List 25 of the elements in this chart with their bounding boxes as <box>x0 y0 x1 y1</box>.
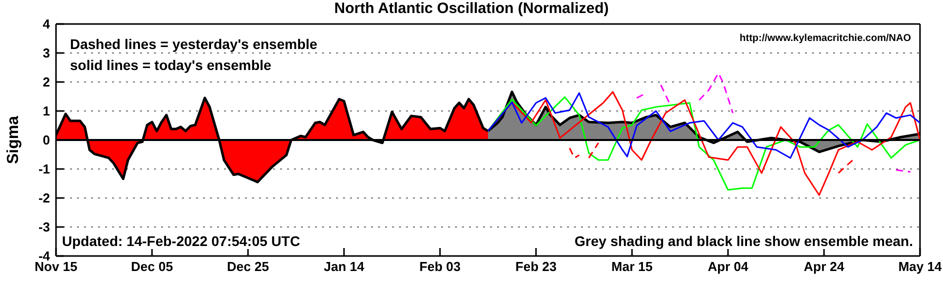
x-tick-label: Apr 04 <box>708 259 749 274</box>
y-tick-label: 0 <box>42 132 50 148</box>
y-tick-label: 2 <box>42 74 50 90</box>
annotation: solid lines = today's ensemble <box>70 57 272 73</box>
y-tick-label: 1 <box>42 104 50 119</box>
x-tick-label: Nov 15 <box>34 259 78 274</box>
x-tick-label: May 14 <box>898 259 942 274</box>
y-tick-label: -2 <box>38 190 50 206</box>
x-tick-label: Jan 14 <box>324 259 365 274</box>
x-tick-label: Apr 24 <box>804 259 845 274</box>
annotation: Grey shading and black line show ensemble mean. <box>574 233 913 249</box>
x-tick-label: Mar 15 <box>611 259 653 274</box>
y-tick-label: -1 <box>38 162 50 177</box>
annotation: Updated: 14-Feb-2022 07:54:05 UTC <box>62 233 300 249</box>
annotation: http://www.kylemacritchie.com/NAO <box>740 33 911 44</box>
y-axis-title: Sigma <box>5 116 23 164</box>
x-tick-label: Feb 23 <box>515 259 557 274</box>
x-tick-label: Dec 25 <box>227 259 269 274</box>
chart-title: North Atlantic Oscillation (Normalized) <box>333 0 610 17</box>
y-tick-label: -3 <box>38 220 50 235</box>
y-tick-label: 3 <box>42 46 50 61</box>
annotation: Dashed lines = yesterday's ensemble <box>70 36 318 52</box>
x-tick-label: Feb 03 <box>419 259 461 274</box>
y-tick-label: 4 <box>42 16 51 32</box>
x-tick-label: Dec 05 <box>131 259 173 274</box>
